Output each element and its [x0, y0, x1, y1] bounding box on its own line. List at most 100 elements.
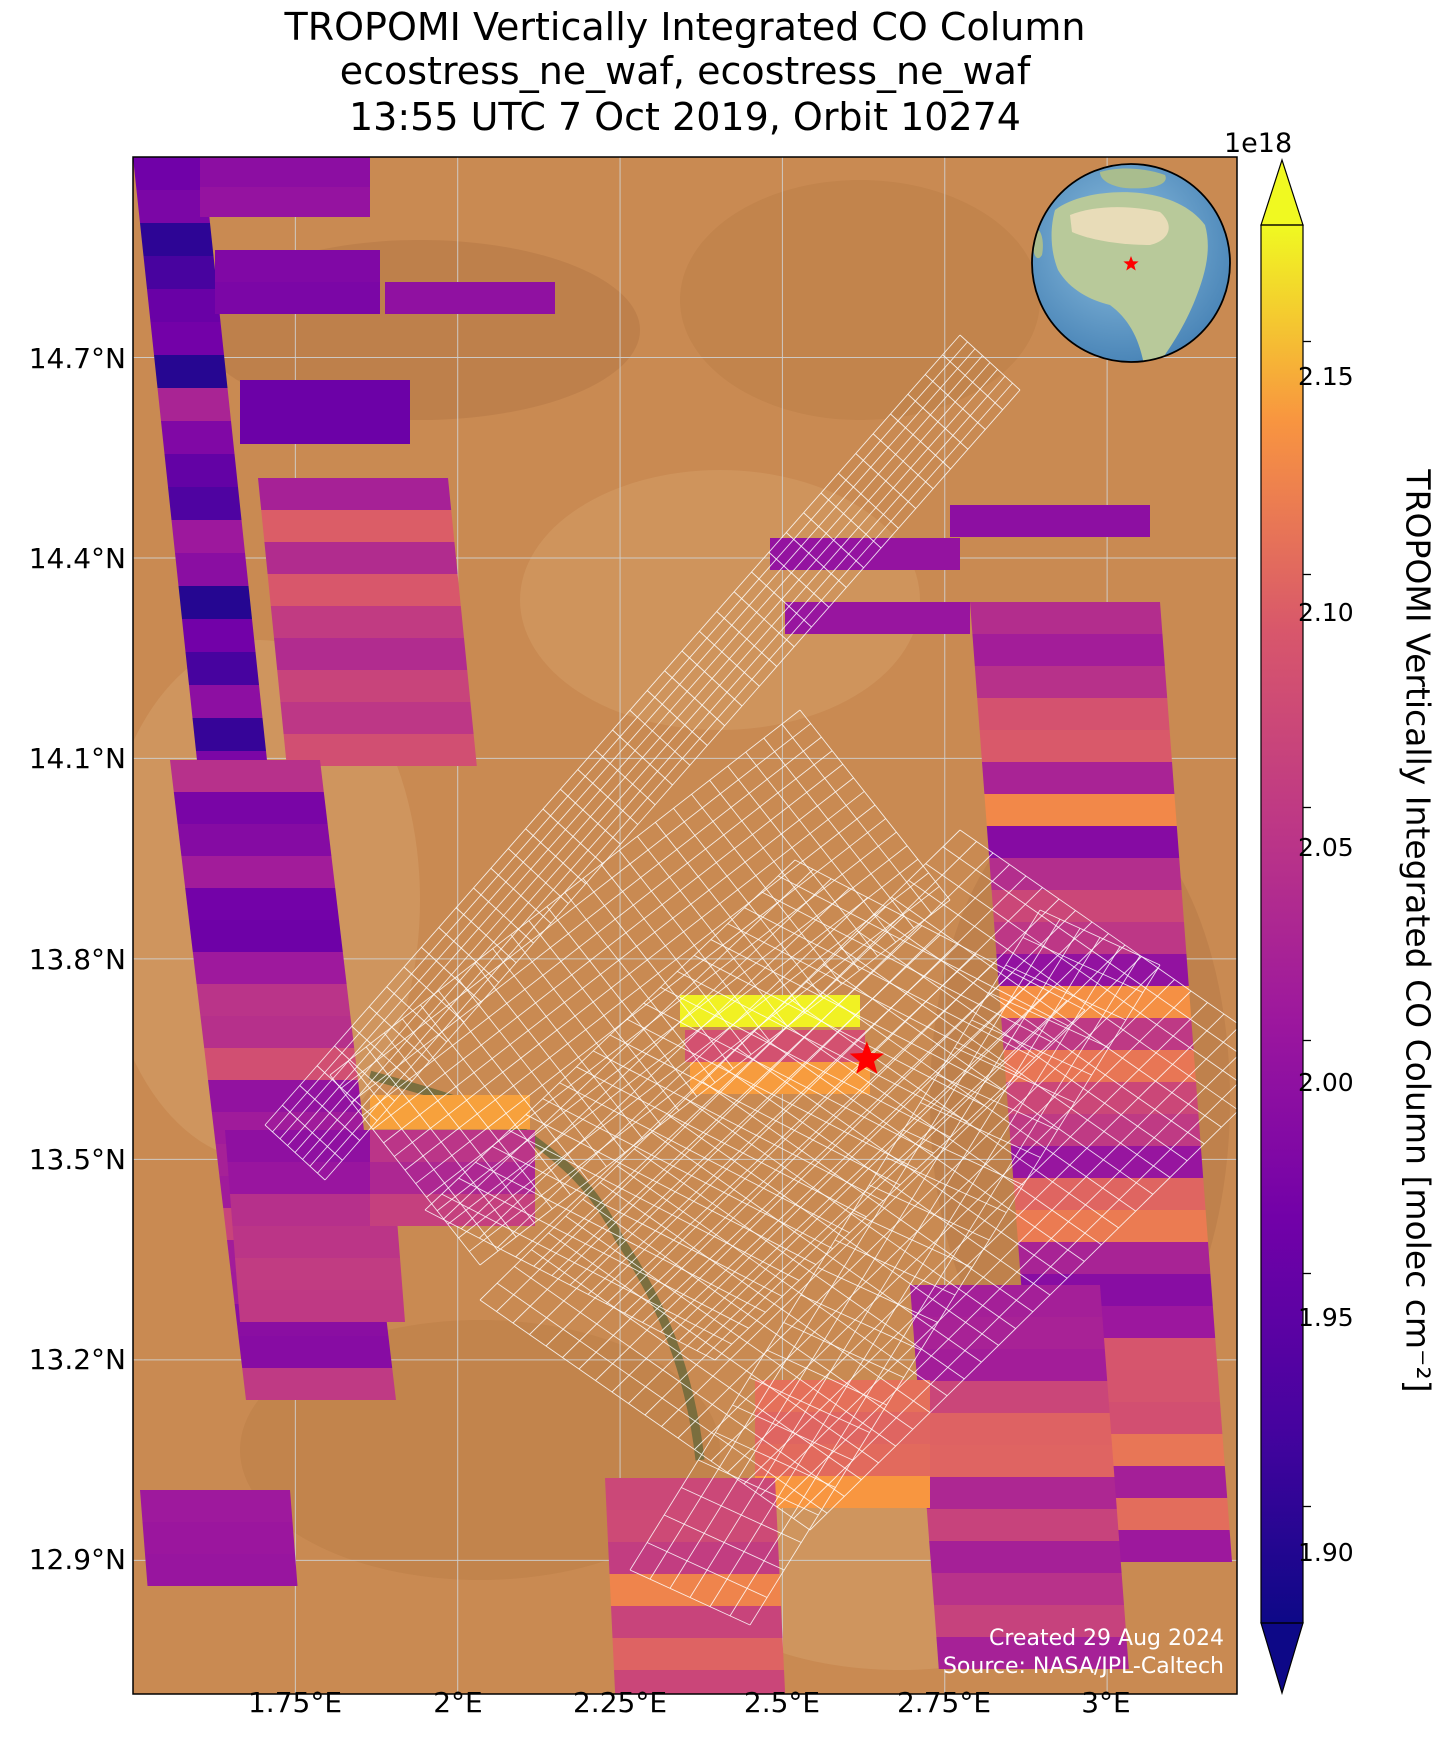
tropomi-pixel	[140, 223, 214, 256]
tropomi-pixel	[200, 187, 370, 217]
tropomi-pixel	[274, 638, 468, 670]
colorbar-tick-label: 2.05	[1298, 833, 1354, 862]
footprint-line	[497, 897, 868, 1248]
tropomi-pixel	[755, 1444, 930, 1476]
colorbar-max-extension	[1260, 158, 1304, 226]
tropomi-pixel	[770, 538, 960, 570]
tropomi-pixel	[611, 1606, 783, 1638]
map-frame	[132, 156, 1238, 1695]
footprint-line	[714, 1009, 1086, 1361]
footprint-line	[624, 962, 995, 1314]
footprint-line	[729, 955, 1141, 1617]
footprint-line	[629, 909, 1041, 1571]
tropomi-pixel	[1013, 1178, 1206, 1210]
tropomi-pixel	[170, 760, 324, 792]
footprint-line	[329, 709, 801, 1076]
colorbar-tick-label: 1.95	[1298, 1303, 1354, 1332]
footprint-line	[660, 981, 1031, 1333]
tropomi-pixel	[185, 888, 339, 920]
tropomi-pixel	[929, 1541, 1122, 1573]
tropomi-pixel	[986, 826, 1180, 858]
lon-tick-label: 2.75°E	[896, 1686, 992, 1719]
map-title-line-2: ecostress_ne_waf, ecostress_ne_waf	[339, 49, 1031, 93]
tropomi-pixel	[1006, 1082, 1199, 1114]
tropomi-pixel	[385, 282, 555, 314]
tropomi-pixel	[200, 1016, 355, 1048]
footprint-line	[458, 872, 929, 1239]
tropomi-pixel	[238, 1336, 393, 1368]
footprint-line	[760, 1028, 1237, 1496]
tropomi-pixel	[237, 1290, 405, 1322]
tropomi-pixel	[950, 505, 1150, 537]
footprint-line	[351, 736, 822, 1103]
tropomi-pixel	[182, 619, 256, 652]
tropomi-pixel	[280, 702, 474, 734]
tropomi-pixel	[755, 1380, 930, 1412]
tropomi-pixel	[277, 670, 471, 702]
tropomi-pixel	[189, 920, 343, 952]
tropomi-pixel	[970, 602, 1163, 634]
tropomi-pixel	[1008, 1114, 1201, 1146]
lon-tick-label: 2°E	[433, 1686, 483, 1719]
lat-tick-label: 13.8°N	[28, 943, 126, 976]
footprint-line	[415, 818, 886, 1184]
tropomi-pixel	[996, 954, 1189, 986]
tropomi-pixel	[204, 1048, 358, 1080]
tropomi-pixel	[755, 1476, 930, 1508]
tropomi-pixel	[680, 995, 860, 1027]
tropomi-pixel	[173, 792, 328, 824]
tropomi-pixel	[972, 634, 1165, 666]
tropomi-pixel	[142, 1522, 295, 1554]
footprint-line	[469, 886, 940, 1252]
lon-tick-label: 3°E	[1081, 1686, 1131, 1719]
tropomi-pixel	[989, 858, 1182, 890]
tropomi-pixel	[1015, 1210, 1208, 1242]
lon-tick-label: 2.5°E	[743, 1686, 821, 1719]
tropomi-pixel	[982, 762, 1175, 794]
lat-tick-label: 14.7°N	[28, 342, 126, 375]
map-title-line-1: TROPOMI Vertically Integrated CO Column	[284, 5, 1086, 49]
tropomi-pixel	[270, 606, 464, 638]
tropomi-pixel	[227, 1162, 395, 1194]
tropomi-pixel	[1001, 1018, 1194, 1050]
colorbar-tick-label: 1.90	[1298, 1538, 1354, 1567]
colorbar-tick-label: 2.00	[1298, 1068, 1354, 1097]
tropomi-pixel	[931, 1573, 1124, 1605]
footprint-line	[809, 1111, 1237, 1531]
footprint-line	[642, 972, 1013, 1323]
tropomi-pixel	[979, 730, 1172, 762]
ecostress-footprint-grid	[264, 334, 1237, 1626]
map-title-line-3: 13:55 UTC 7 Oct 2019, Orbit 10274	[349, 95, 1021, 139]
footprint-line	[264, 334, 961, 1126]
lat-tick-label: 13.5°N	[28, 1143, 126, 1176]
globe-site-star-icon	[1123, 256, 1139, 271]
colorbar-label: TROPOMI Vertically Integrated CO Column …	[1398, 469, 1438, 1393]
footprint-line	[383, 777, 854, 1144]
tropomi-pixel	[984, 794, 1177, 826]
footprint-line	[479, 829, 961, 1301]
footprint-line	[611, 921, 1093, 1393]
footprint-line	[496, 841, 977, 1312]
footprint-line	[551, 925, 923, 1276]
lon-tick-label: 2.25°E	[572, 1686, 668, 1719]
footprint-line	[460, 878, 832, 1230]
tropomi-pixel	[178, 586, 252, 619]
tropomi-pixel	[912, 1317, 1105, 1349]
footprint-line	[595, 910, 1076, 1381]
tropomi-pixel	[200, 157, 370, 187]
footprint-line	[562, 887, 1043, 1358]
footprint-line	[512, 852, 994, 1324]
footprint-line	[479, 887, 850, 1239]
tropomi-pixel	[192, 718, 266, 751]
tropomi-pixel	[175, 553, 249, 586]
tropomi-pixel	[608, 1542, 780, 1574]
footprint-line	[749, 964, 1161, 1626]
tropomi-pixel	[609, 1574, 781, 1606]
footprint-line	[372, 763, 844, 1130]
tropomi-pixel	[934, 1605, 1127, 1637]
tropomi-pixel	[242, 1368, 396, 1400]
footprint-line	[279, 348, 976, 1140]
lat-tick-label: 13.2°N	[28, 1343, 126, 1376]
footprint-line	[302, 369, 998, 1160]
